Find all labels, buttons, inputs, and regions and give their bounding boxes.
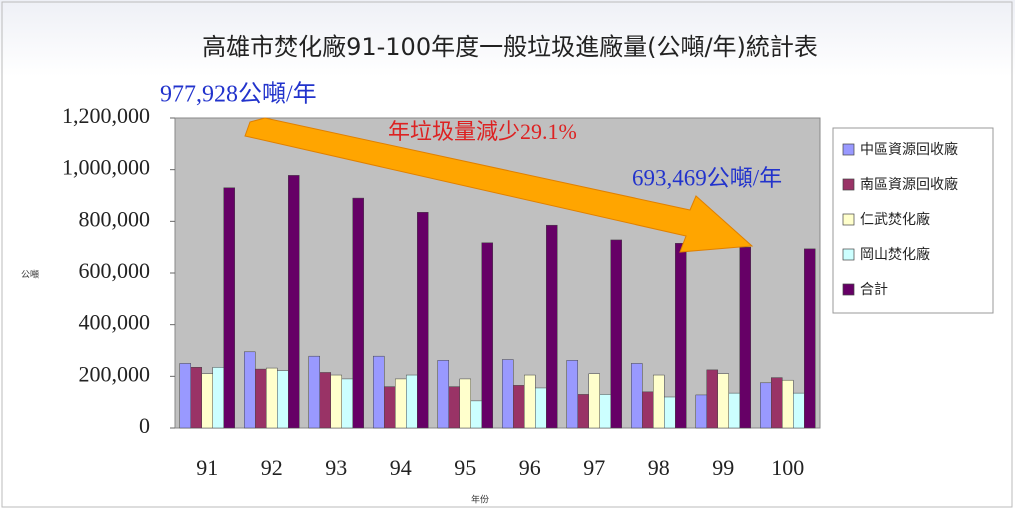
bar bbox=[695, 394, 707, 429]
bar bbox=[502, 359, 514, 429]
bar bbox=[782, 379, 794, 429]
x-tick-label: 97 bbox=[583, 455, 605, 480]
x-tick-label: 92 bbox=[261, 455, 283, 480]
x-tick-label: 99 bbox=[712, 455, 734, 480]
bar bbox=[190, 367, 202, 429]
x-axis-label: 年份 bbox=[471, 494, 489, 506]
bar bbox=[179, 363, 191, 429]
legend bbox=[832, 127, 994, 314]
x-tick-label: 100 bbox=[771, 455, 804, 480]
legend-swatch bbox=[842, 248, 855, 261]
bar bbox=[675, 243, 687, 429]
bar bbox=[728, 392, 740, 429]
bar bbox=[417, 212, 429, 429]
bar bbox=[706, 369, 718, 429]
bar bbox=[341, 378, 353, 429]
annotation: 693,469公噸/年 bbox=[632, 165, 782, 190]
bar bbox=[288, 175, 300, 429]
y-axis-label: 公噸 bbox=[21, 269, 39, 281]
bar bbox=[308, 355, 320, 429]
bar bbox=[771, 377, 783, 429]
bar bbox=[546, 224, 558, 429]
bar bbox=[653, 374, 665, 429]
bar bbox=[642, 391, 654, 429]
y-tick-label: 1,000,000 bbox=[62, 155, 150, 180]
bar bbox=[664, 396, 676, 429]
bar bbox=[459, 378, 471, 429]
legend-swatch bbox=[842, 213, 855, 226]
bar bbox=[481, 242, 493, 429]
annotation: 年垃圾量減少29.1% bbox=[388, 119, 577, 144]
bar bbox=[277, 370, 289, 429]
bar bbox=[599, 394, 611, 429]
bar bbox=[384, 386, 396, 429]
legend-swatch bbox=[842, 143, 855, 156]
legend-swatch bbox=[842, 283, 855, 296]
y-tick-label: 1,200,000 bbox=[62, 103, 150, 128]
y-tick-label: 400,000 bbox=[79, 310, 151, 335]
bar bbox=[739, 246, 751, 429]
bar bbox=[524, 374, 536, 429]
bar bbox=[631, 363, 643, 429]
bar bbox=[470, 400, 482, 429]
bar bbox=[223, 187, 235, 429]
legend-swatch bbox=[842, 178, 855, 191]
bar bbox=[513, 385, 525, 429]
bar bbox=[804, 248, 816, 429]
bar bbox=[212, 367, 224, 429]
x-tick-label: 93 bbox=[325, 455, 347, 480]
bar bbox=[448, 386, 460, 429]
legend-label: 中區資源回收廠 bbox=[860, 141, 958, 158]
x-tick-label: 94 bbox=[390, 455, 412, 480]
chart-title: 高雄市焚化廠91-100年度一般垃圾進廠量(公噸/年)統計表 bbox=[202, 33, 818, 61]
bar bbox=[244, 351, 256, 429]
legend-label: 仁武焚化廠 bbox=[860, 211, 930, 228]
bar bbox=[535, 387, 547, 429]
annotation: 977,928公噸/年 bbox=[160, 81, 317, 108]
x-tick-label: 98 bbox=[648, 455, 670, 480]
y-tick-label: 200,000 bbox=[79, 361, 151, 386]
bar bbox=[588, 373, 600, 429]
bar bbox=[437, 360, 449, 429]
legend-label: 合計 bbox=[860, 282, 888, 298]
bar bbox=[319, 372, 331, 429]
bar bbox=[330, 374, 342, 429]
bar bbox=[406, 374, 418, 429]
bar bbox=[255, 368, 267, 429]
x-tick-label: 95 bbox=[454, 455, 476, 480]
bar bbox=[610, 239, 622, 429]
bar bbox=[566, 360, 578, 429]
legend-label: 南區資源回收廠 bbox=[860, 176, 958, 193]
bar bbox=[577, 394, 589, 429]
bar bbox=[201, 373, 213, 429]
legend-label: 岡山焚化廠 bbox=[860, 246, 930, 263]
bar bbox=[266, 367, 278, 429]
bar bbox=[793, 392, 805, 429]
bar bbox=[760, 382, 772, 429]
x-tick-label: 91 bbox=[196, 455, 218, 480]
bar bbox=[352, 197, 364, 429]
bar bbox=[717, 373, 729, 429]
y-tick-label: 800,000 bbox=[79, 206, 151, 231]
trend-arrow bbox=[244, 117, 754, 253]
x-tick-label: 96 bbox=[519, 455, 541, 480]
bar bbox=[373, 355, 385, 429]
bar bbox=[395, 378, 407, 429]
y-tick-label: 600,000 bbox=[79, 258, 151, 283]
y-tick-label: 0 bbox=[139, 413, 150, 438]
